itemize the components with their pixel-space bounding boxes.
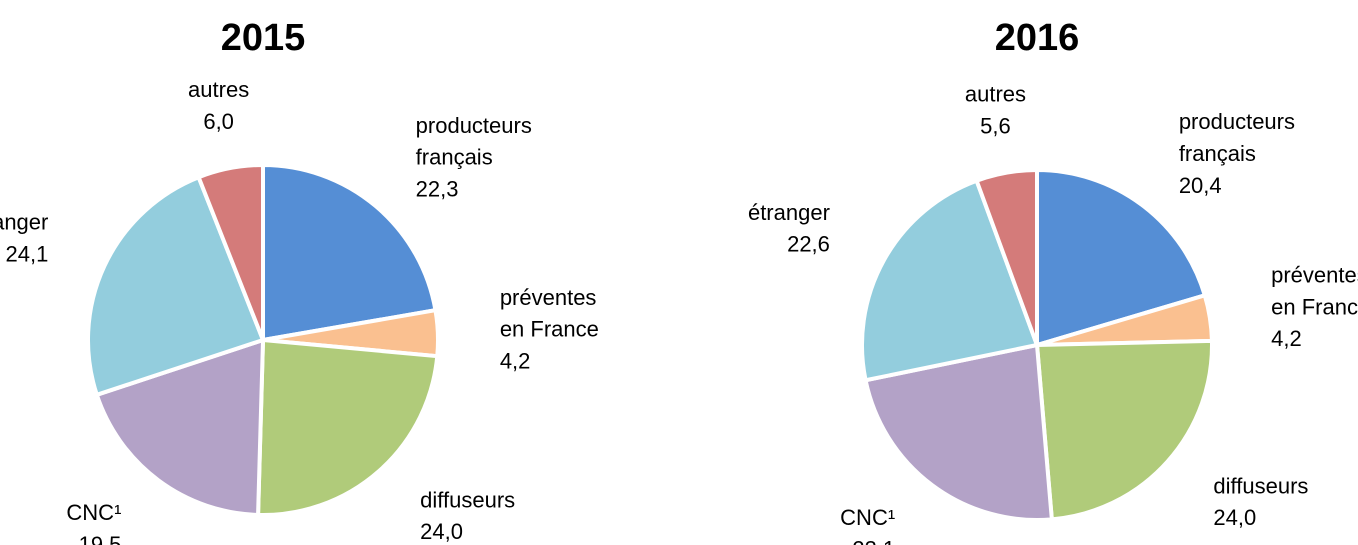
- value-label: 4,2: [1271, 326, 1302, 351]
- value-label: 24,1: [6, 241, 49, 266]
- pie-slice: [974, 167, 1039, 346]
- value-label: 6,0: [203, 109, 234, 134]
- value-label: 22,6: [787, 232, 830, 257]
- value-label: 19,5: [79, 532, 122, 545]
- chart-title: 2015: [221, 17, 306, 59]
- value-label: 5,6: [980, 113, 1011, 138]
- chart-title: 2016: [995, 17, 1080, 59]
- value-label: 20,4: [1179, 173, 1222, 198]
- slice-label: autres: [188, 77, 249, 102]
- slice-label: producteurs français: [416, 113, 532, 170]
- pie-slice: [863, 342, 1055, 522]
- slice-label: étranger: [0, 209, 48, 234]
- slice-label: autres: [965, 82, 1026, 107]
- pie-slice: [196, 162, 265, 341]
- pie-slice: [94, 337, 266, 517]
- slice-label: étranger: [748, 200, 830, 225]
- pie-slice: [1034, 338, 1214, 522]
- value-label: 4,2: [500, 348, 531, 373]
- value-label: 24,0: [420, 519, 463, 544]
- slice-label: CNC¹: [66, 500, 121, 525]
- pie-slice: [261, 162, 438, 343]
- pie-slice: [256, 337, 440, 517]
- slice-label: CNC¹: [840, 505, 895, 530]
- slice-label: diffuseurs: [420, 487, 515, 512]
- slice-label: diffuseurs: [1213, 473, 1308, 498]
- slice-label: producteurs français: [1179, 109, 1295, 166]
- value-label: 23,1: [852, 537, 895, 545]
- pie-slice: [1035, 167, 1208, 348]
- value-label: 22,3: [416, 176, 459, 201]
- value-label: 24,0: [1213, 505, 1256, 530]
